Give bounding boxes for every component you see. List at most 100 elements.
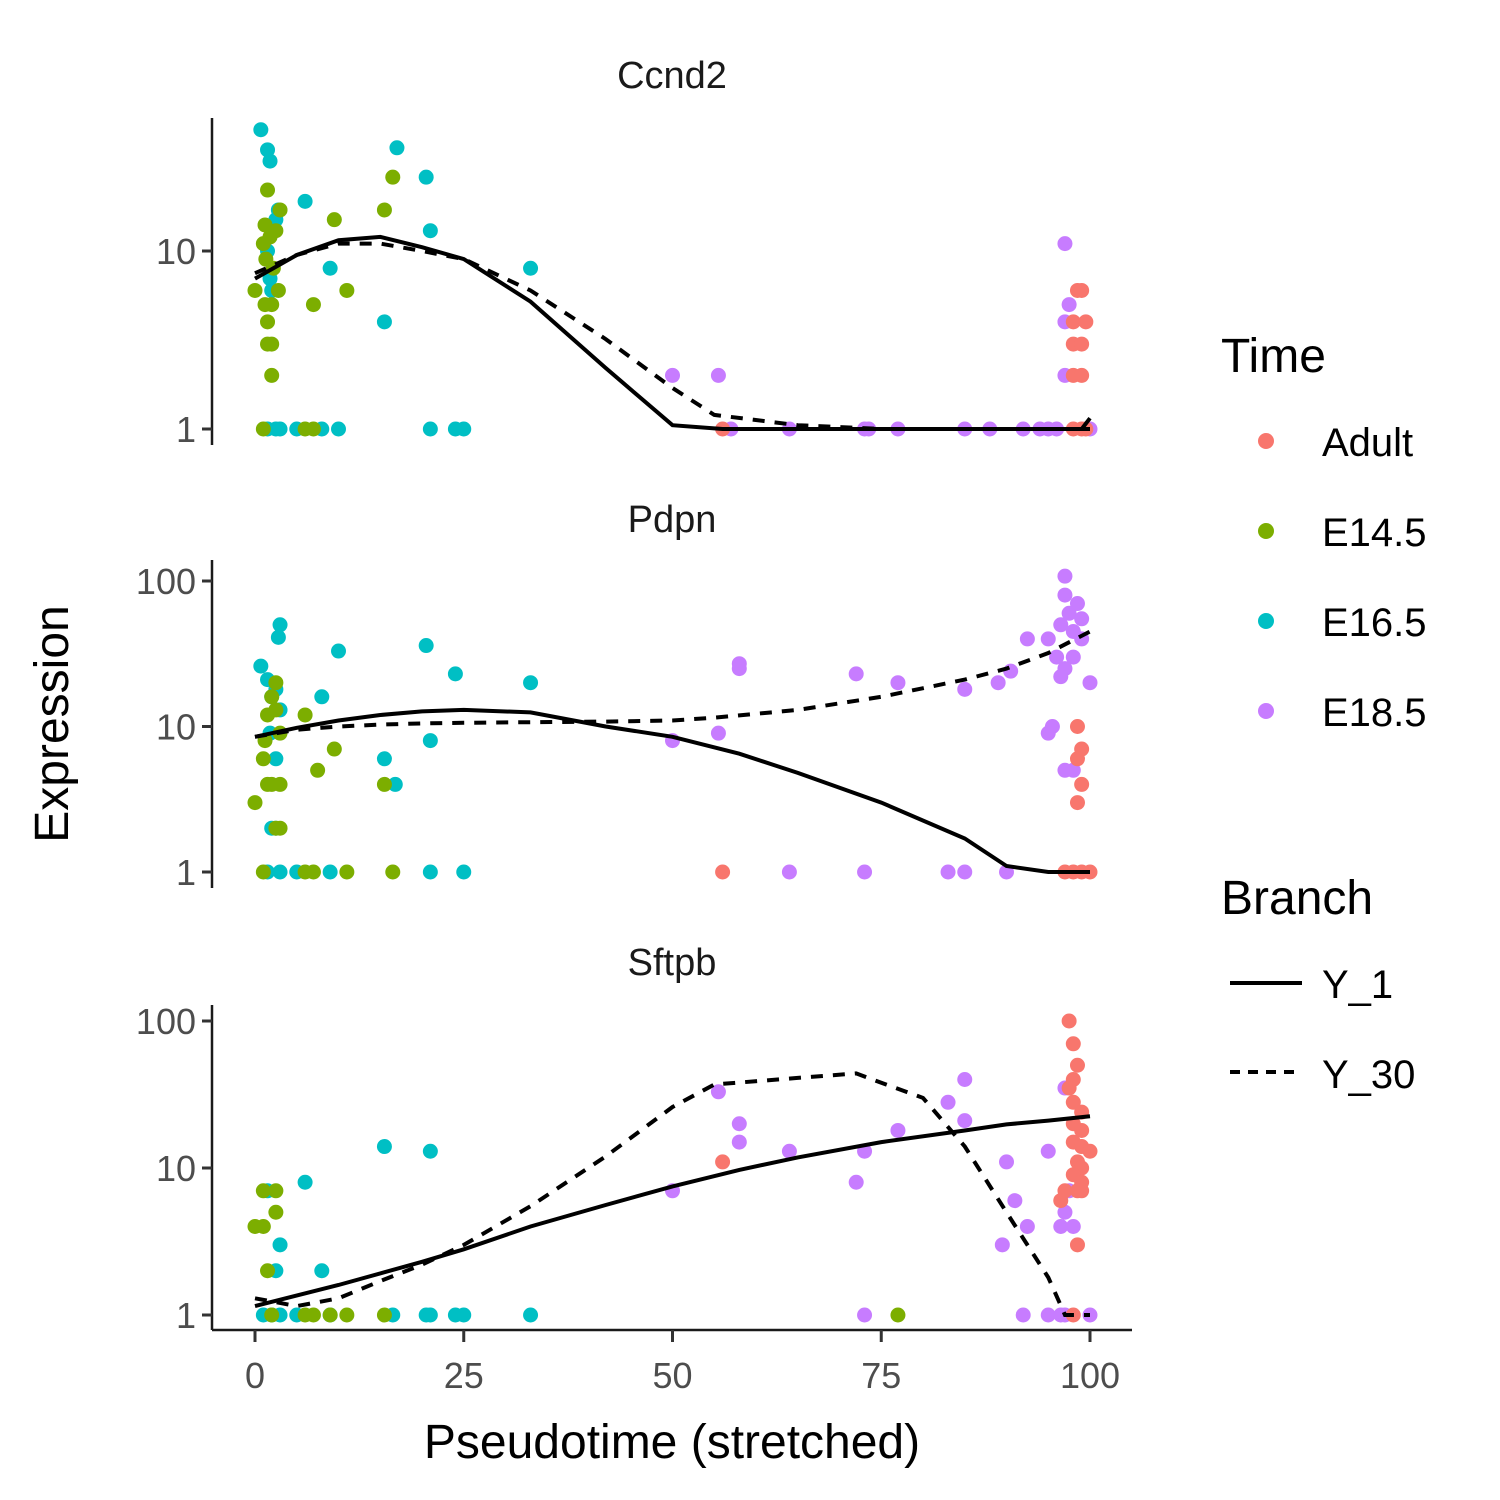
- data-point-e165: [389, 140, 405, 156]
- data-point-e185: [890, 1122, 906, 1138]
- data-point-adult: [1078, 314, 1094, 330]
- data-point-adult: [1053, 1193, 1069, 1209]
- data-point-e185: [731, 1134, 747, 1150]
- data-point-e145: [322, 1307, 338, 1323]
- legend-branch: Branch Y_1 Y_30: [1221, 872, 1415, 1097]
- data-point-e145: [272, 202, 288, 218]
- curve-y_1: [254, 234, 1092, 431]
- data-point-e145: [376, 776, 392, 792]
- data-point-e185: [781, 1143, 797, 1159]
- data-point-adult: [1061, 1013, 1077, 1029]
- data-point-e165: [260, 142, 276, 158]
- data-point-e185: [1069, 596, 1085, 612]
- data-point-e145: [260, 314, 276, 330]
- data-point-e145: [310, 762, 326, 778]
- data-point-e165: [253, 658, 269, 674]
- data-point-e165: [297, 1174, 313, 1190]
- panel-pdpn: Pdpn 1 10 100: [136, 499, 1098, 893]
- data-point-e165: [523, 675, 539, 691]
- x-axis-title: Pseudotime (stretched): [424, 1416, 920, 1469]
- data-point-e185: [957, 681, 973, 697]
- data-point-adult: [1061, 1080, 1077, 1096]
- data-point-e185: [1040, 725, 1056, 741]
- y-tick-label: 1: [176, 1295, 196, 1336]
- data-point-adult: [1069, 1057, 1085, 1073]
- data-point-adult: [715, 864, 731, 880]
- data-point-e165: [422, 1307, 438, 1323]
- data-point-e165: [331, 643, 346, 659]
- data-point-e145: [255, 1218, 271, 1234]
- panel-title: Ccnd2: [617, 55, 727, 97]
- data-point-e165: [456, 1307, 472, 1323]
- data-point-e185: [710, 1084, 726, 1100]
- data-point-e185: [1057, 236, 1073, 252]
- data-point-e165: [422, 864, 438, 880]
- data-point-e165: [322, 260, 338, 276]
- data-point-e165: [268, 751, 284, 767]
- data-point-e165: [272, 421, 288, 437]
- legend-branch-label: Y_1: [1322, 963, 1393, 1007]
- y-tick-label: 1: [176, 852, 196, 893]
- data-point-adult: [1065, 1036, 1081, 1052]
- data-point-e185: [1061, 605, 1077, 621]
- y-tick-label: 10: [156, 231, 196, 272]
- y-tick-label: 100: [136, 561, 196, 602]
- data-point-adult: [1074, 367, 1090, 383]
- y-tick-label: 10: [156, 707, 196, 748]
- data-point-e185: [1003, 663, 1019, 679]
- data-point-e185: [940, 864, 956, 880]
- data-point-e145: [268, 1204, 284, 1220]
- legend-branch-title: Branch: [1221, 872, 1373, 925]
- data-point-e185: [1053, 1218, 1069, 1234]
- curve-y_30: [254, 241, 1090, 431]
- data-point-e165: [422, 223, 438, 239]
- data-point-e165: [387, 776, 403, 792]
- y-axis-title: Expression: [26, 605, 79, 842]
- data-point-e165: [314, 689, 330, 705]
- data-point-adult: [1082, 1143, 1098, 1159]
- data-point-adult: [1074, 336, 1090, 352]
- x-tick-label: 100: [1060, 1355, 1120, 1396]
- data-point-e165: [376, 314, 392, 330]
- data-point-adult: [1074, 282, 1090, 298]
- data-point-adult: [1069, 1237, 1085, 1253]
- data-point-e145: [297, 707, 313, 723]
- data-point-e145: [339, 864, 355, 880]
- data-point-adult: [1069, 719, 1085, 734]
- data-point-e185: [731, 1116, 747, 1132]
- data-point-e145: [264, 297, 280, 313]
- data-point-e185: [1019, 1218, 1035, 1234]
- data-point-e145: [262, 229, 278, 245]
- legend-time-title: Time: [1221, 330, 1326, 383]
- data-point-e145: [264, 1307, 280, 1323]
- legend-time-label: E16.5: [1322, 601, 1427, 645]
- data-point-e185: [848, 666, 864, 682]
- data-point-adult: [1069, 795, 1085, 811]
- data-point-e185: [1065, 762, 1081, 778]
- data-point-e145: [339, 1307, 355, 1323]
- data-point-e165: [422, 1143, 438, 1159]
- data-point-e165: [376, 1139, 392, 1155]
- data-point-e145: [268, 1183, 284, 1199]
- data-point-e185: [1040, 631, 1056, 647]
- data-point-e185: [710, 725, 726, 741]
- data-point-adult: [1069, 751, 1085, 767]
- curve-y_30: [254, 629, 1091, 739]
- data-point-e165: [376, 751, 392, 767]
- points: [247, 568, 1098, 880]
- data-point-e145: [305, 421, 321, 437]
- data-point-e165: [418, 169, 434, 185]
- data-point-e165: [422, 421, 438, 437]
- data-point-e145: [264, 336, 280, 352]
- data-point-e145: [305, 864, 321, 880]
- data-point-e145: [268, 675, 284, 691]
- data-point-e165: [523, 260, 539, 276]
- data-point-e185: [1082, 675, 1098, 691]
- panel-title: Sftpb: [628, 942, 717, 984]
- legend-time-key-e185: [1258, 703, 1274, 719]
- data-point-e145: [255, 421, 271, 437]
- x-tick-label: 0: [245, 1355, 265, 1396]
- data-point-e145: [385, 864, 401, 880]
- data-point-e165: [272, 864, 288, 880]
